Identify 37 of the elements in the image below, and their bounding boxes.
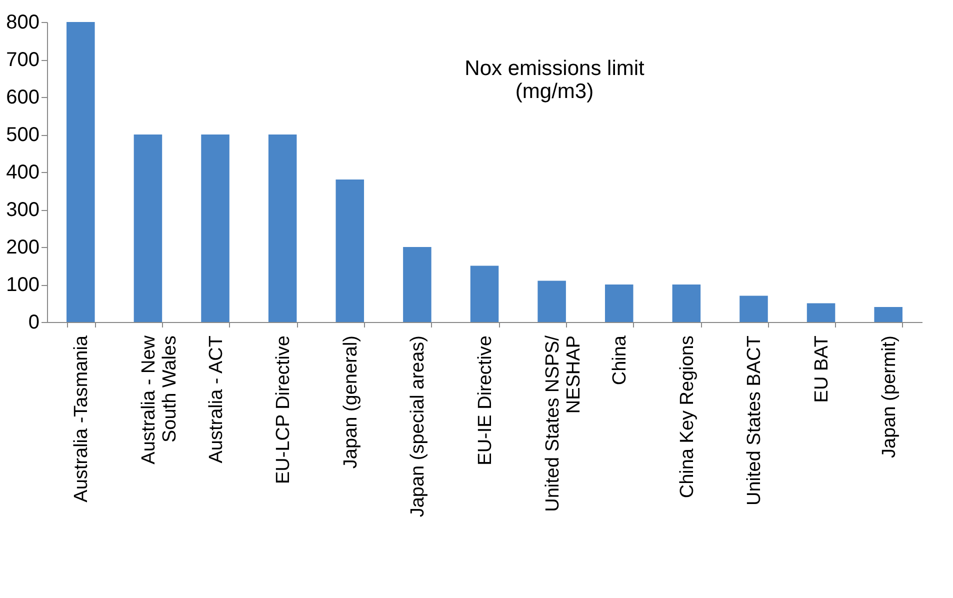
bar <box>201 134 230 322</box>
x-tick-label: Australia - ACT <box>206 335 227 464</box>
x-tick-label: Japan (permit) <box>878 336 900 458</box>
y-tick-label: 0 <box>28 312 40 334</box>
x-tick-label: United States NSPS/ NESHAP <box>542 334 584 512</box>
bar <box>403 247 432 322</box>
x-tick-label: EU-IE Directive <box>475 336 496 466</box>
bar <box>268 134 297 322</box>
x-tick-label: United States BACT <box>744 335 766 506</box>
x-tick-label: Japan (special areas) <box>408 336 429 518</box>
bar <box>806 303 836 322</box>
y-tick-label: 700 <box>6 49 40 71</box>
bar <box>604 284 634 322</box>
bar <box>672 284 701 322</box>
x-tick-label: Australia - New South Wales <box>138 335 180 464</box>
y-tick-label: 500 <box>6 124 40 146</box>
bar <box>336 180 364 322</box>
y-tick-label: 800 <box>6 12 40 34</box>
bar <box>740 296 768 322</box>
x-tick-label: China <box>610 335 631 386</box>
bar <box>538 280 566 322</box>
text: (mg/m3) <box>515 80 594 103</box>
x-tick-label: Japan (general) <box>340 336 362 469</box>
y-tick-label: 300 <box>6 199 40 221</box>
bar <box>66 22 95 322</box>
text: Nox emissions limit <box>464 57 644 80</box>
bar <box>470 266 499 322</box>
bar <box>134 134 162 322</box>
bar <box>874 307 902 322</box>
x-tick-label: Australia -Tasmania <box>71 335 92 502</box>
x-tick-label: EU BAT <box>812 335 833 403</box>
y-tick-label: 200 <box>6 236 40 258</box>
y-tick-label: 400 <box>6 162 40 184</box>
x-tick-label: EU-LCP Directive <box>273 336 294 484</box>
y-tick-label: 600 <box>6 86 40 108</box>
y-tick-label: 100 <box>6 274 40 296</box>
x-tick-label: China Key Regions <box>676 336 698 498</box>
